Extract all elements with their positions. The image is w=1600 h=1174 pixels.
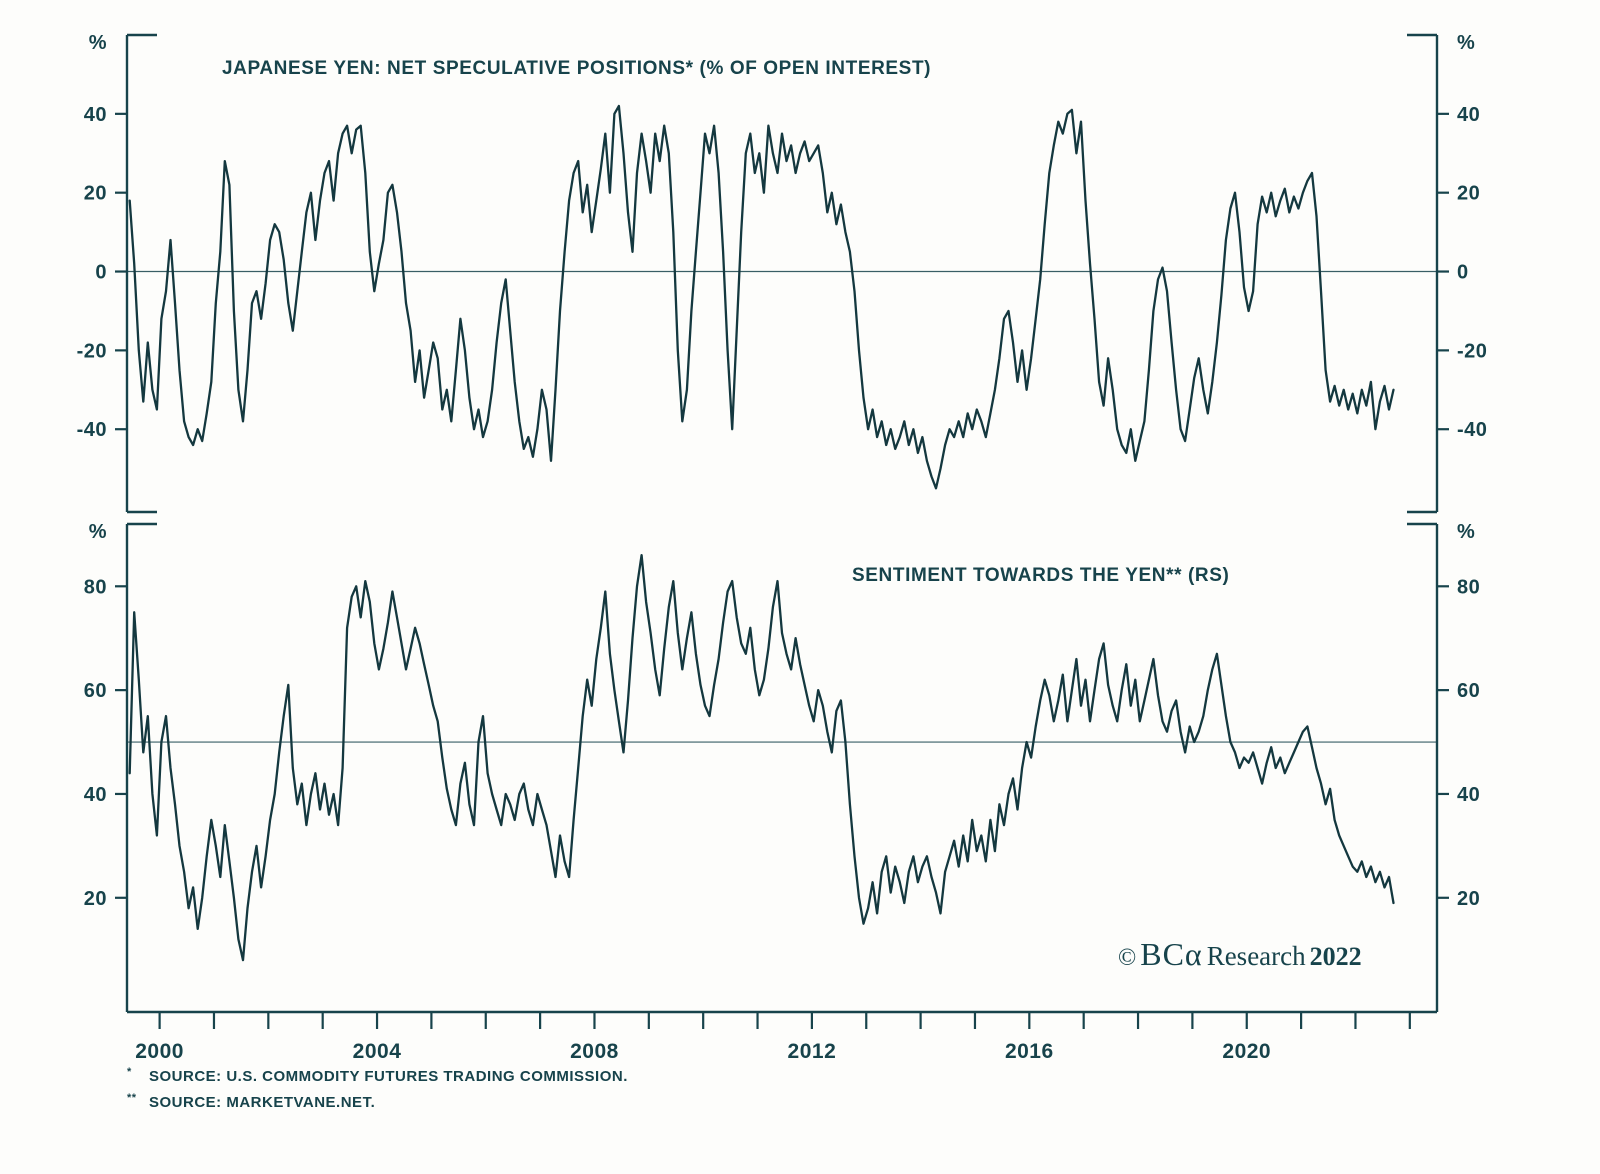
y-axis-label: 40 xyxy=(84,784,107,806)
y-axis-label: 40 xyxy=(1457,104,1480,126)
footnote-text: SOURCE: MARKETVANE.NET. xyxy=(149,1094,376,1111)
y-axis-label: -20 xyxy=(1457,340,1487,362)
x-axis-label: 2004 xyxy=(353,1040,402,1063)
y-axis-label: 20 xyxy=(84,183,107,205)
bca-logo: BCα xyxy=(1140,936,1203,972)
x-axis-label: 2020 xyxy=(1222,1040,1271,1063)
y-axis-label: -40 xyxy=(77,419,107,441)
footnote-source-marketvane: ** SOURCE: MARKETVANE.NET. xyxy=(127,1092,628,1111)
x-axis-label: 2008 xyxy=(570,1040,619,1063)
series-line xyxy=(128,104,1395,490)
y-axis-label: 40 xyxy=(1457,784,1480,806)
copyright: © BCα Research 2022 xyxy=(1118,936,1362,973)
y-axis-label: -40 xyxy=(1457,419,1487,441)
y-axis-label: 20 xyxy=(1457,888,1480,910)
x-axis-label: 2012 xyxy=(788,1040,837,1063)
footnote-text: SOURCE: U.S. COMMODITY FUTURES TRADING C… xyxy=(149,1068,628,1085)
y-axis-label: 80 xyxy=(1457,576,1480,598)
footnote-marker: ** xyxy=(127,1092,137,1104)
copyright-year: 2022 xyxy=(1309,942,1362,971)
y-axis-unit-label: % xyxy=(1457,32,1475,54)
y-axis-label: 60 xyxy=(1457,680,1480,702)
y-axis-unit-label: % xyxy=(89,32,107,54)
y-axis-label: 20 xyxy=(84,888,107,910)
y-axis-unit-label: % xyxy=(89,521,107,543)
y-axis-label: 80 xyxy=(84,576,107,598)
y-axis-label: 20 xyxy=(1457,183,1480,205)
copyright-name: Research xyxy=(1206,941,1306,971)
y-axis-label: 0 xyxy=(1457,262,1469,284)
x-axis-label: 2016 xyxy=(1005,1040,1054,1063)
y-axis-label: 60 xyxy=(84,680,107,702)
series-line xyxy=(128,553,1395,962)
footnote-source-cftc: * SOURCE: U.S. COMMODITY FUTURES TRADING … xyxy=(127,1066,628,1085)
y-axis-unit-label: % xyxy=(1457,521,1475,543)
y-axis-label: -20 xyxy=(77,340,107,362)
copyright-symbol: © xyxy=(1118,945,1137,971)
y-axis-label: 0 xyxy=(95,262,107,284)
footnote-marker: * xyxy=(127,1066,132,1078)
footnotes: * SOURCE: U.S. COMMODITY FUTURES TRADING … xyxy=(127,1066,628,1118)
x-axis-label: 2000 xyxy=(135,1040,184,1063)
y-axis-label: 40 xyxy=(84,104,107,126)
bottom-panel-title: SENTIMENT TOWARDS THE YEN** (RS) xyxy=(852,565,1230,586)
top-panel-title: JAPANESE YEN: NET SPECULATIVE POSITIONS*… xyxy=(222,58,932,79)
